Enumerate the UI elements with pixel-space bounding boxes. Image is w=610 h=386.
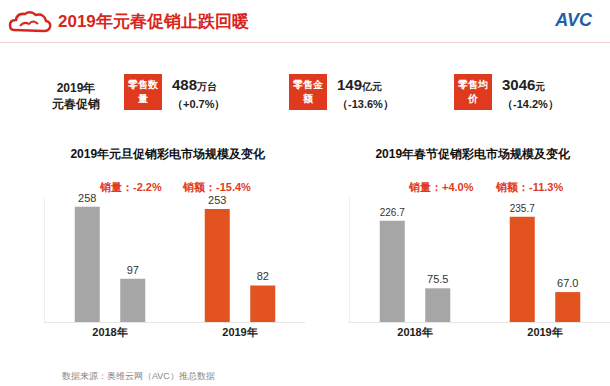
svg-text:253: 253 (208, 194, 226, 206)
svg-text:2018年: 2018年 (92, 326, 127, 338)
svg-text:2018年: 2018年 (397, 326, 432, 338)
html-text:3046元: 3046元 (502, 76, 546, 93)
html-text:149亿元: 149亿元 (337, 76, 382, 93)
svg-text:销量：+4.0%: 销量：+4.0% (408, 181, 474, 193)
html-text:AVC: AVC (555, 10, 592, 30)
svg-text:销额：-11.3%: 销额：-11.3% (495, 181, 563, 193)
html-text:元春促销: 元春促销 (52, 97, 100, 111)
svg-text:97: 97 (127, 264, 139, 276)
svg-text:2019年: 2019年 (527, 326, 562, 338)
svg-text:2019年: 2019年 (222, 326, 257, 338)
svg-text:258: 258 (78, 192, 96, 204)
html-text:数据来源：奥维云网（AVC）推总数据: 数据来源：奥维云网（AVC）推总数据 (62, 371, 215, 381)
html-text:零售数量: 零售数量 (128, 79, 158, 104)
svg-text:82: 82 (257, 270, 269, 282)
html-text:488万台: 488万台 (172, 76, 217, 93)
svg-text:销量：-2.2%: 销量：-2.2% (99, 181, 162, 193)
html-text:零售金额: 零售金额 (293, 79, 323, 104)
svg-text:226.7: 226.7 (380, 207, 405, 218)
html-text:（-14.2%）: （-14.2%） (502, 98, 559, 110)
svg-text:67.0: 67.0 (557, 277, 578, 289)
svg-text:销额：-15.4%: 销额：-15.4% (182, 181, 251, 193)
html-text:（+0.7%）: （+0.7%） (172, 98, 226, 110)
html-text:（-13.6%）: （-13.6%） (337, 98, 394, 110)
svg-text:75.5: 75.5 (427, 273, 448, 285)
svg-text:235.7: 235.7 (510, 203, 535, 214)
html-text:2019年: 2019年 (56, 81, 96, 95)
html-text:2019年元春促销止跌回暖: 2019年元春促销止跌回暖 (58, 12, 249, 31)
html-text:零售均价: 零售均价 (458, 79, 488, 104)
svg-text:2019年春节促销彩电市场规模及变化: 2019年春节促销彩电市场规模及变化 (375, 147, 571, 161)
svg-text:2019年元旦促销彩电市场规模及变化: 2019年元旦促销彩电市场规模及变化 (70, 147, 266, 161)
